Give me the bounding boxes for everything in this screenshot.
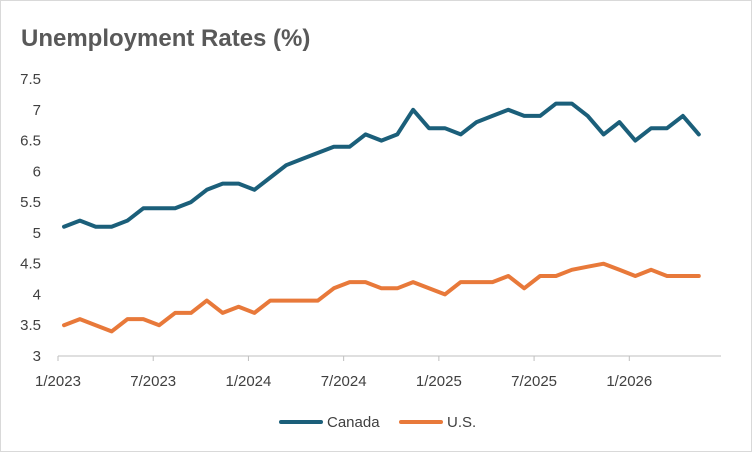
x-axis: 1/2023 7/2023 1/2024 7/2024 1/2025 7/2025 1/20… [35, 355, 721, 390]
series-line-canada [62, 101, 701, 229]
series-line-us [62, 261, 701, 334]
y-tick-label: 7 [33, 102, 41, 119]
y-tick-label: 6.5 [20, 133, 41, 150]
chart-title: Unemployment Rates (%) [21, 25, 310, 52]
y-axis-ticks: 3 3.5 4 4.5 5 5.5 6 6.5 7 7.5 [20, 71, 41, 365]
x-tick-label: 7/2024 [321, 373, 367, 390]
y-tick-label: 7.5 [20, 71, 41, 88]
legend: Canada U.S. [279, 414, 476, 431]
legend-label: U.S. [447, 414, 476, 431]
x-tick-label: 1/2025 [416, 373, 462, 390]
y-tick-label: 3 [33, 348, 41, 365]
y-tick-label: 4.5 [20, 256, 41, 273]
y-tick-label: 3.5 [20, 317, 41, 334]
y-tick-label: 5 [33, 225, 41, 242]
y-tick-label: 5.5 [20, 194, 41, 211]
legend-label: Canada [327, 414, 380, 431]
x-tick-label: 1/2026 [606, 373, 652, 390]
x-tick-label: 7/2023 [130, 373, 176, 390]
y-tick-label: 4 [33, 286, 41, 303]
x-tick-label: 7/2025 [511, 373, 557, 390]
series-layer [62, 101, 701, 334]
y-tick-label: 6 [33, 163, 41, 180]
x-tick-label: 1/2024 [225, 373, 271, 390]
x-tick-label: 1/2023 [35, 373, 81, 390]
